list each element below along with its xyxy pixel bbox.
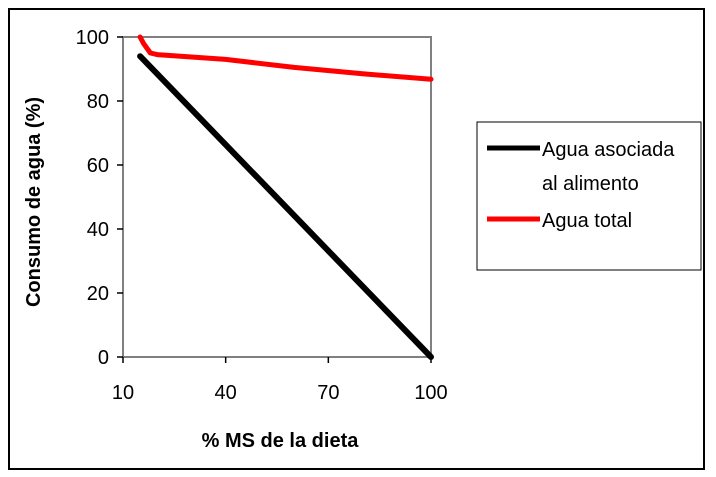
y-tick-label: 40 [87,219,109,241]
legend: Agua asociada al alimento Agua total [487,139,675,232]
legend-label-2: Agua total [542,210,632,232]
x-tick-label: 70 [317,382,339,404]
legend-label-1: Agua asociada [542,139,675,161]
series-line-2 [137,34,434,82]
series-layer [137,34,434,360]
series-line-1 [137,53,434,360]
y-axis-title: Consumo de agua (%) [23,97,45,307]
plot-area [122,36,432,358]
y-tick-label: 100 [76,27,109,49]
x-tick-label: 10 [112,382,134,404]
x-axis-title: % MS de la dieta [202,430,360,452]
x-tick-label: 40 [215,382,237,404]
x-tick-label: 100 [414,382,447,404]
y-tick-label: 0 [98,347,109,369]
y-tick-label: 60 [87,155,109,177]
y-tick-label: 80 [87,91,109,113]
y-tick-label: 20 [87,283,109,305]
legend-label-1: al alimento [542,173,639,195]
axes: 0 20 40 60 80 100 10 40 70 100 [76,27,448,404]
